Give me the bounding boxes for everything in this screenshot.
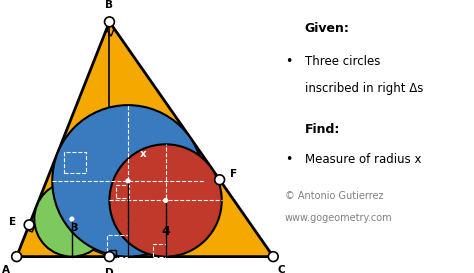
Text: F: F bbox=[230, 169, 237, 179]
Circle shape bbox=[34, 182, 109, 257]
Text: Given:: Given: bbox=[305, 22, 350, 35]
Text: Three circles: Three circles bbox=[305, 55, 380, 68]
Text: 3: 3 bbox=[71, 223, 78, 233]
Text: B: B bbox=[105, 1, 113, 10]
Circle shape bbox=[52, 105, 204, 257]
Circle shape bbox=[268, 252, 278, 262]
Text: Find:: Find: bbox=[305, 123, 340, 136]
Circle shape bbox=[126, 179, 130, 183]
Circle shape bbox=[12, 252, 21, 262]
Text: www.gogeometry.com: www.gogeometry.com bbox=[285, 213, 392, 223]
Text: © Antonio Gutierrez: © Antonio Gutierrez bbox=[285, 191, 383, 201]
Circle shape bbox=[24, 220, 34, 230]
Text: •: • bbox=[285, 55, 292, 68]
Text: x: x bbox=[140, 149, 146, 159]
Text: 4: 4 bbox=[161, 225, 170, 238]
Circle shape bbox=[109, 144, 222, 257]
Text: Measure of radius x: Measure of radius x bbox=[305, 153, 421, 166]
Circle shape bbox=[105, 252, 114, 262]
Polygon shape bbox=[17, 22, 273, 257]
Text: A: A bbox=[2, 265, 9, 273]
Circle shape bbox=[70, 217, 74, 221]
Circle shape bbox=[105, 17, 114, 27]
Text: inscribed in right Δs: inscribed in right Δs bbox=[305, 82, 423, 95]
Text: E: E bbox=[9, 217, 16, 227]
Circle shape bbox=[215, 175, 225, 185]
Text: D: D bbox=[105, 268, 114, 273]
Circle shape bbox=[164, 198, 168, 203]
Text: •: • bbox=[285, 153, 292, 166]
Text: C: C bbox=[278, 265, 285, 273]
